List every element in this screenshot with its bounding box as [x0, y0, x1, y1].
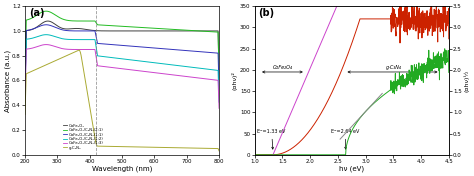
Text: Eᴳ=2.64 eV: Eᴳ=2.64 eV [331, 129, 360, 149]
X-axis label: hν (eV): hν (eV) [339, 165, 365, 172]
X-axis label: Wavelength (nm): Wavelength (nm) [92, 165, 152, 172]
Text: Eᴳ=1.33 eV: Eᴳ=1.33 eV [257, 129, 286, 149]
Text: (a): (a) [29, 8, 45, 18]
Text: CoFe₂O₄: CoFe₂O₄ [273, 65, 292, 70]
Y-axis label: (αhν)½: (αhν)½ [465, 69, 470, 92]
Y-axis label: (αhν)²: (αhν)² [231, 71, 237, 90]
Y-axis label: Absorbance (a.u.): Absorbance (a.u.) [4, 49, 11, 112]
Text: (b): (b) [259, 8, 275, 18]
Legend: CoFe₂O₄, CoFe₂O₄/C₃N₄(2:1), CoFe₂O₄/C₃N₄(1:1), CoFe₂O₄/C₃N₄(1:2), CoFe₂O₄/C₃N₄(1: CoFe₂O₄, CoFe₂O₄/C₃N₄(2:1), CoFe₂O₄/C₃N₄… [62, 122, 105, 151]
Text: g-C₃N₄: g-C₃N₄ [385, 65, 401, 70]
